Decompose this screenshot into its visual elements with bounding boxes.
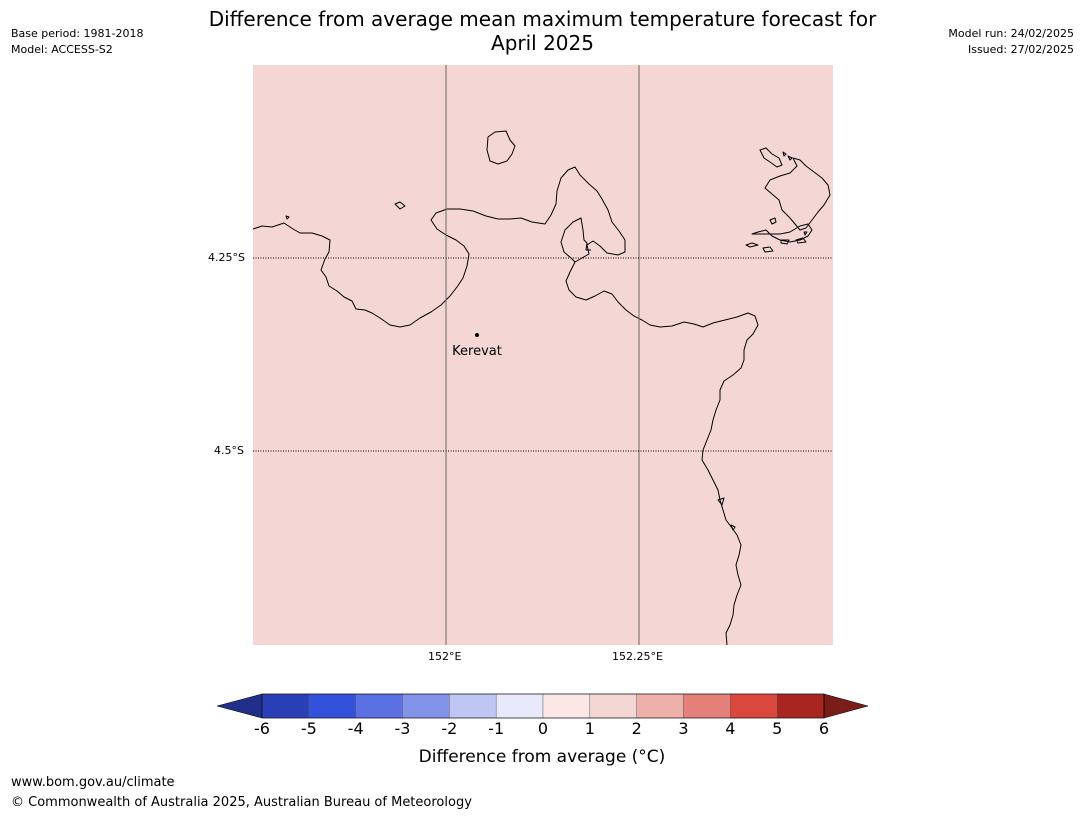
colorbar-segment [261, 693, 310, 719]
colorbar-segment [542, 693, 591, 719]
colorbar-tick-label: 4 [725, 719, 736, 738]
lon-label-152-25: 152.25°E [612, 650, 663, 663]
title-line-2: April 2025 [491, 31, 594, 55]
islet-3 [717, 497, 736, 531]
lat-label-4-25: 4.25°S [208, 251, 245, 264]
colorbar [216, 693, 869, 719]
base-period-text: Base period: 1981-2018 [11, 27, 144, 40]
colorbar-tick-label: 5 [772, 719, 783, 738]
kerevat-label: Kerevat [452, 344, 502, 359]
colorbar-segment [308, 693, 356, 719]
colorbar-tick-label: 0 [537, 719, 549, 738]
colorbar-frame [261, 693, 825, 719]
colorbar-caption: Difference from average (°C) [418, 747, 666, 767]
island-north [486, 130, 516, 165]
colorbar-segment [355, 693, 403, 719]
colorbar-tick-label: -1 [488, 719, 505, 738]
islet-2 [285, 215, 290, 220]
islet-1 [394, 201, 406, 210]
colorbar-segment [402, 693, 450, 719]
colorbar-segment [495, 693, 544, 719]
colorbar-tick-label: -3 [394, 719, 411, 738]
lat-label-4-5: 4.5°S [214, 444, 244, 457]
colorbar-extend-high [823, 693, 869, 719]
footer-url[interactable]: www.bom.gov.au/climate [11, 775, 175, 790]
colorbar-tick-label: -5 [300, 719, 317, 738]
colorbar-segment [776, 693, 825, 719]
colorbar-tick-label: -4 [347, 719, 364, 738]
colorbar-tick-label: 6 [818, 719, 830, 738]
coastline-west [252, 166, 626, 328]
coastline-east [565, 261, 759, 646]
footer-copyright: © Commonwealth of Australia 2025, Austra… [11, 795, 472, 810]
coastline-group [252, 130, 831, 646]
colorbar-segment [730, 693, 778, 719]
colorbar-tick-label: 1 [584, 719, 595, 738]
colorbar-segment [683, 693, 731, 719]
colorbar-tick-label: 3 [678, 719, 689, 738]
colorbar-segment [636, 693, 684, 719]
colorbar-extend-low [216, 693, 263, 719]
colorbar-segment [449, 693, 497, 719]
islands-northeast [745, 147, 831, 253]
colorbar-tick-label: -2 [441, 719, 458, 738]
model-run-text: Model run: 24/02/2025 [948, 27, 1074, 40]
map-title: Difference from average mean maximum tem… [180, 7, 905, 55]
title-line-1: Difference from average mean maximum tem… [208, 7, 877, 31]
model-text: Model: ACCESS-S2 [11, 43, 113, 56]
colorbar-tick-label: 2 [631, 719, 642, 738]
colorbar-tick-label: -6 [254, 719, 270, 738]
lon-label-152: 152°E [428, 650, 462, 663]
issued-text: Issued: 27/02/2025 [967, 43, 1074, 56]
colorbar-segment [589, 693, 637, 719]
map-background [253, 65, 833, 645]
kerevat-marker [475, 333, 479, 337]
